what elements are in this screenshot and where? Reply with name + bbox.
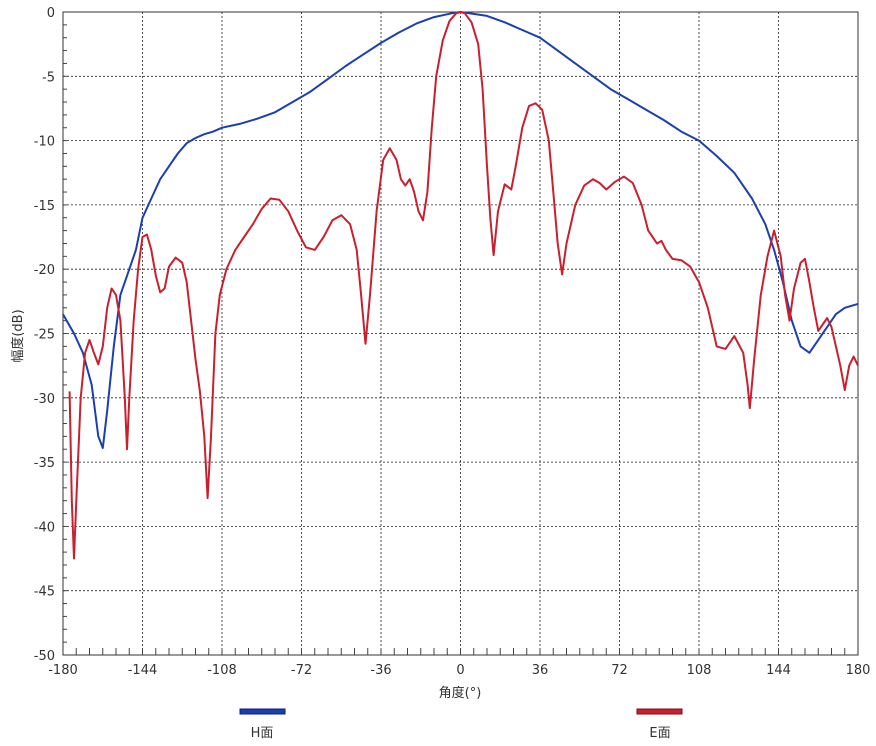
y-tick-label: -20	[34, 263, 55, 278]
y-tick-label: -25	[34, 328, 55, 343]
x-tick-label: -72	[291, 663, 312, 678]
y-tick-labels: 0 -5 -10 -15 -20 -25 -30 -35 -40 -45 -50	[34, 6, 55, 664]
x-tick-label: 0	[456, 663, 464, 678]
x-tick-label: 180	[846, 663, 871, 678]
y-tick-label: -50	[34, 649, 55, 664]
x-tick-label: -108	[207, 663, 237, 678]
series	[62, 11, 859, 560]
x-tick-label: 108	[687, 663, 712, 678]
legend-label-h: H面	[251, 726, 274, 741]
y-tick-label: -35	[34, 456, 55, 471]
x-tick-label: 144	[766, 663, 791, 678]
legend-label-e: E面	[649, 726, 670, 741]
y-axis-label: 幅度(dB)	[10, 309, 26, 362]
x-tick-label: 72	[611, 663, 628, 678]
x-tick-label: -36	[370, 663, 391, 678]
y-tick-label: 0	[47, 6, 55, 21]
x-tick-label: 36	[532, 663, 549, 678]
legend: H面 E面	[239, 708, 683, 741]
y-tick-label: -40	[34, 520, 55, 535]
y-tick-label: -30	[34, 392, 55, 407]
minor-ticks	[62, 11, 859, 656]
series-line-h-plane	[62, 11, 859, 449]
y-tick-label: -15	[34, 199, 55, 214]
grid	[63, 12, 858, 655]
y-tick-label: -5	[42, 70, 55, 85]
legend-swatch-e	[636, 708, 683, 715]
x-tick-labels: -180 -144 -108 -72 -36 0 36 72 108 144 180	[48, 663, 870, 678]
x-axis-label: 角度(°)	[439, 685, 482, 701]
x-tick-label: -180	[48, 663, 78, 678]
legend-swatch-h	[239, 708, 286, 715]
y-tick-label: -45	[34, 585, 55, 600]
y-tick-label: -10	[34, 135, 55, 150]
x-tick-label: -144	[128, 663, 158, 678]
series-line-e-plane	[68, 11, 859, 560]
